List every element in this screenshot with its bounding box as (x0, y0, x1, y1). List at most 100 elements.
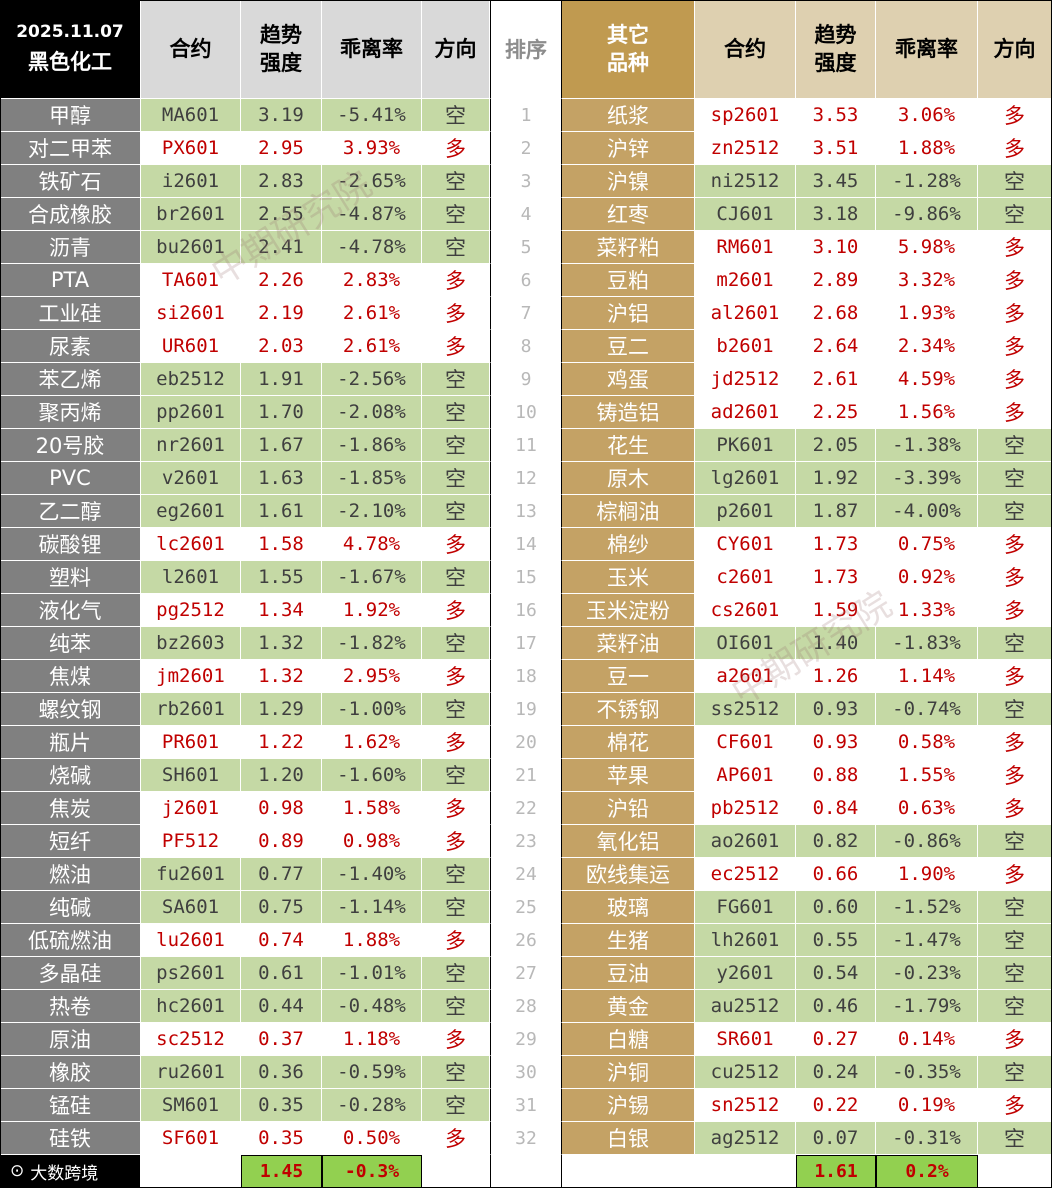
left-deviation: -1.85% (322, 462, 422, 495)
left-contract: ps2601 (141, 957, 241, 990)
table-row: 乙二醇 eg2601 1.61 -2.10% 空 13 棕榈油 p2601 1.87 -4.00%… (0, 495, 1052, 528)
right-contract: pb2512 (695, 792, 796, 825)
right-direction: 多 (978, 759, 1052, 792)
right-contract: au2512 (695, 990, 796, 1023)
header-direction-right: 方向 (978, 0, 1052, 99)
left-contract: br2601 (141, 198, 241, 231)
left-trend: 2.26 (241, 264, 322, 297)
table-row: 短纤 PF512 0.89 0.98% 多 23 氧化铝 ao2601 0.82 -0.86% 空 (0, 825, 1052, 858)
left-deviation: 3.93% (322, 132, 422, 165)
right-contract: c2601 (695, 561, 796, 594)
left-direction: 空 (422, 495, 490, 528)
right-name: 棕榈油 (562, 495, 695, 528)
rank-number: 26 (490, 924, 562, 957)
right-contract: cs2601 (695, 594, 796, 627)
right-name: 欧线集运 (562, 858, 695, 891)
rank-number: 23 (490, 825, 562, 858)
left-direction: 空 (422, 363, 490, 396)
left-direction: 空 (422, 759, 490, 792)
right-name: 豆二 (562, 330, 695, 363)
right-name: 菜籽油 (562, 627, 695, 660)
right-direction: 空 (978, 990, 1052, 1023)
left-direction: 空 (422, 165, 490, 198)
left-name: 沥青 (0, 231, 141, 264)
right-name: 白银 (562, 1122, 695, 1155)
right-deviation: 3.06% (876, 99, 978, 132)
left-contract: si2601 (141, 297, 241, 330)
left-direction: 空 (422, 231, 490, 264)
right-deviation: 0.75% (876, 528, 978, 561)
rank-number: 28 (490, 990, 562, 1023)
right-trend: 2.05 (796, 429, 876, 462)
rank-number: 9 (490, 363, 562, 396)
right-contract: jd2512 (695, 363, 796, 396)
right-trend: 3.45 (796, 165, 876, 198)
right-direction: 空 (978, 1122, 1052, 1155)
right-direction: 空 (978, 165, 1052, 198)
left-name: 焦煤 (0, 660, 141, 693)
rank-number: 27 (490, 957, 562, 990)
table-row: 燃油 fu2601 0.77 -1.40% 空 24 欧线集运 ec2512 0.66 1.90%… (0, 858, 1052, 891)
right-direction: 空 (978, 429, 1052, 462)
left-name: 铁矿石 (0, 165, 141, 198)
right-name: 花生 (562, 429, 695, 462)
left-contract: i2601 (141, 165, 241, 198)
right-name: 豆油 (562, 957, 695, 990)
left-deviation: 1.62% (322, 726, 422, 759)
right-name: 玉米淀粉 (562, 594, 695, 627)
header-rank: 排序 (490, 0, 562, 99)
right-contract: y2601 (695, 957, 796, 990)
right-direction: 空 (978, 198, 1052, 231)
rank-number: 3 (490, 165, 562, 198)
left-trend: 1.22 (241, 726, 322, 759)
table-row: 铁矿石 i2601 2.83 -2.65% 空 3 沪镍 ni2512 3.45 -1.28% 空 (0, 165, 1052, 198)
left-direction: 多 (422, 594, 490, 627)
rank-number: 6 (490, 264, 562, 297)
right-deviation: 0.14% (876, 1023, 978, 1056)
left-contract: rb2601 (141, 693, 241, 726)
left-deviation: 0.50% (322, 1122, 422, 1155)
rank-number: 11 (490, 429, 562, 462)
left-contract: fu2601 (141, 858, 241, 891)
left-direction: 空 (422, 627, 490, 660)
left-contract: sc2512 (141, 1023, 241, 1056)
left-contract: pp2601 (141, 396, 241, 429)
right-direction: 多 (978, 858, 1052, 891)
summary-blank (695, 1155, 796, 1188)
logo-icon: ⊙ (10, 1161, 25, 1181)
right-trend: 0.27 (796, 1023, 876, 1056)
right-trend: 0.54 (796, 957, 876, 990)
right-trend: 0.93 (796, 693, 876, 726)
left-trend: 3.19 (241, 99, 322, 132)
right-trend: 2.64 (796, 330, 876, 363)
left-direction: 多 (422, 726, 490, 759)
table-row: 液化气 pg2512 1.34 1.92% 多 16 玉米淀粉 cs2601 1.59 1.33%… (0, 594, 1052, 627)
table-row: 焦炭 j2601 0.98 1.58% 多 22 沪铅 pb2512 0.84 0.63% 多 (0, 792, 1052, 825)
right-trend: 3.53 (796, 99, 876, 132)
right-contract: ss2512 (695, 693, 796, 726)
header-direction-left: 方向 (422, 0, 490, 99)
left-deviation: 0.98% (322, 825, 422, 858)
right-deviation: -0.74% (876, 693, 978, 726)
table-row: PTA TA601 2.26 2.83% 多 6 豆粕 m2601 2.89 3.32% 多 (0, 264, 1052, 297)
rank-number: 7 (490, 297, 562, 330)
right-deviation: 1.93% (876, 297, 978, 330)
left-direction: 空 (422, 462, 490, 495)
right-name: 沪锌 (562, 132, 695, 165)
rank-number: 31 (490, 1089, 562, 1122)
left-contract: v2601 (141, 462, 241, 495)
right-deviation: -1.28% (876, 165, 978, 198)
right-contract: lg2601 (695, 462, 796, 495)
rank-number: 16 (490, 594, 562, 627)
table-row: 瓶片 PR601 1.22 1.62% 多 20 棉花 CF601 0.93 0.58% 多 (0, 726, 1052, 759)
left-contract: jm2601 (141, 660, 241, 693)
right-deviation: 1.88% (876, 132, 978, 165)
right-deviation: -9.86% (876, 198, 978, 231)
left-deviation: -1.82% (322, 627, 422, 660)
rank-number: 22 (490, 792, 562, 825)
rank-number: 8 (490, 330, 562, 363)
left-trend: 2.95 (241, 132, 322, 165)
left-name: 纯苯 (0, 627, 141, 660)
right-trend: 0.24 (796, 1056, 876, 1089)
header-trend-left: 趋势 强度 (241, 0, 322, 99)
